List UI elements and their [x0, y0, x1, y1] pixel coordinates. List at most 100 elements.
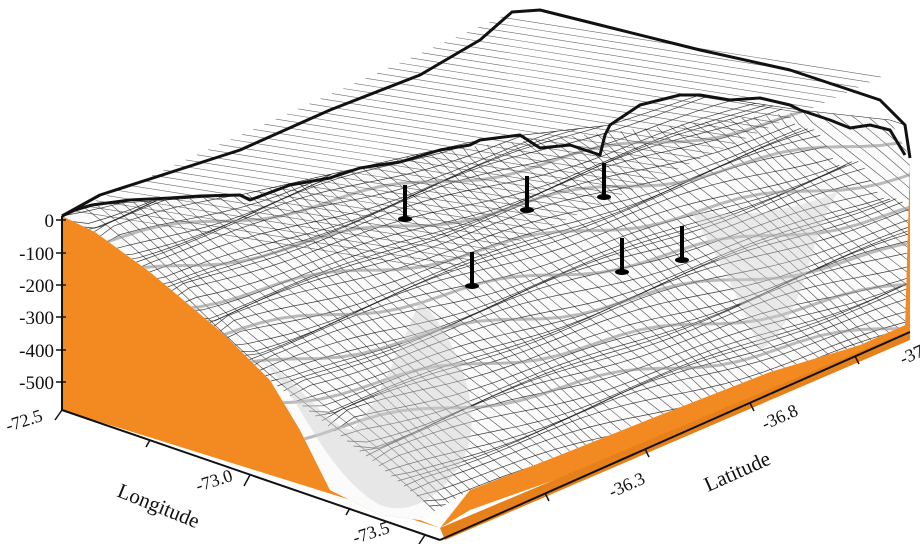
station-marker-base — [675, 257, 689, 263]
latitude-tick-mark — [544, 492, 550, 502]
mesh-line-lon — [86, 187, 464, 518]
depth-tick-2: -200 — [19, 276, 54, 297]
plateau-line — [421, 52, 803, 114]
mesh-line-lon — [826, 108, 910, 440]
mesh-line-lon — [183, 176, 569, 508]
longitude-tick-0: -72.5 — [3, 405, 45, 436]
longitude-tick-2: -73.5 — [350, 517, 392, 544]
mesh-line-lon — [243, 170, 621, 501]
plateau-line — [95, 200, 476, 261]
mesh-line-lat — [175, 104, 777, 307]
mesh-line-lon — [207, 174, 592, 505]
mesh-line-lon — [753, 116, 910, 447]
longitude-tick-mark — [345, 507, 351, 516]
plateau-line — [399, 62, 780, 124]
station-marker-base — [398, 216, 412, 222]
mesh-line-lon — [256, 169, 632, 500]
plateau-line — [174, 164, 555, 226]
plateau-line — [388, 67, 769, 129]
plateau-line — [309, 103, 690, 165]
mesh-line-lat — [327, 224, 910, 427]
left-wall — [62, 216, 440, 528]
mesh-line-lat — [346, 243, 910, 443]
depth-contour — [62, 136, 910, 293]
station-markers — [398, 163, 689, 289]
plateau-line — [466, 32, 848, 93]
depth-tick-0: 0 — [45, 211, 55, 232]
mesh-line-lon — [741, 117, 910, 449]
depth-contour — [62, 99, 910, 258]
plateau-line — [230, 139, 611, 200]
latitude-axis-line — [439, 331, 911, 541]
latitude-tick-mark — [854, 355, 860, 365]
mesh-line-lon — [110, 184, 486, 516]
mesh-line-lon — [158, 179, 542, 510]
mesh-line-lon — [134, 182, 513, 513]
plateau-line — [241, 134, 623, 195]
mesh-line-lon — [171, 178, 556, 509]
mesh-line-lon — [778, 113, 910, 445]
plateau-line — [73, 210, 454, 272]
longitude-axis-title: Longitude — [114, 478, 203, 533]
mesh-line-lat — [372, 253, 910, 462]
plateau-line — [253, 129, 634, 190]
plateau-line — [320, 98, 701, 159]
plateau-line — [208, 149, 589, 210]
longitude-tick-mark — [243, 474, 251, 487]
mesh-line-lon — [98, 185, 475, 517]
mesh-line-lon — [766, 115, 910, 446]
plateau-line — [365, 78, 746, 139]
mesh-line-lat — [340, 232, 910, 437]
plateau-line — [478, 27, 859, 88]
latitude-tick-mark — [644, 448, 650, 458]
station-marker-base — [465, 283, 479, 289]
plateau-rim — [61, 8, 912, 218]
latitude-tick-2: -37 — [896, 341, 923, 369]
plateau-line — [343, 88, 724, 149]
mesh-line-lat — [118, 95, 720, 262]
plateau-line — [444, 42, 825, 103]
mesh-line-lon — [790, 112, 910, 444]
station-marker-base — [597, 194, 611, 200]
longitude-tick-mark — [54, 409, 63, 421]
mesh-line-lon — [268, 167, 644, 499]
mesh-line-lat — [397, 289, 910, 482]
latitude-tick-0: -36.3 — [605, 468, 647, 502]
mesh-line-lon — [632, 129, 910, 460]
mesh-line-lat — [239, 164, 840, 357]
mesh-line-lat — [321, 222, 910, 422]
plateau-line — [489, 21, 870, 83]
mesh-line-lat — [188, 115, 789, 320]
plateau-line — [151, 174, 533, 236]
latitude-tick-mark — [749, 402, 755, 412]
mesh-line-lat — [207, 128, 808, 332]
longitude-tick-mark — [418, 534, 426, 545]
plateau-line — [219, 144, 600, 205]
mesh-line-lon — [802, 111, 910, 442]
depth-tick-1: -100 — [19, 244, 54, 265]
longitude-tick-1: -73.0 — [193, 465, 235, 496]
mesh-line-lon — [838, 107, 910, 438]
canyon-shade — [260, 300, 472, 509]
plateau-line — [410, 57, 791, 119]
mesh-line-lon — [73, 188, 455, 519]
mesh-line-lat — [277, 191, 878, 387]
latitude-axis-title: Latitude — [700, 446, 774, 496]
mesh-line-lon — [219, 173, 602, 504]
mesh-line-lat — [245, 164, 846, 362]
mesh-line-lon — [122, 183, 499, 514]
mesh-line-lat — [289, 198, 891, 397]
mesh-line-lon — [146, 180, 527, 512]
longitude-tick-mark — [145, 439, 151, 448]
plateau-line — [354, 83, 735, 144]
depth-tick-5: -500 — [19, 373, 54, 394]
mesh-line-lon — [912, 100, 923, 430]
coastline — [61, 93, 907, 218]
mesh-line-lat — [150, 95, 751, 287]
mesh-line-lon — [195, 175, 581, 507]
mesh-line-lon — [814, 110, 910, 441]
mesh-line-lat — [315, 217, 910, 417]
mesh-line-lon — [608, 131, 910, 463]
right-wall — [440, 158, 910, 528]
